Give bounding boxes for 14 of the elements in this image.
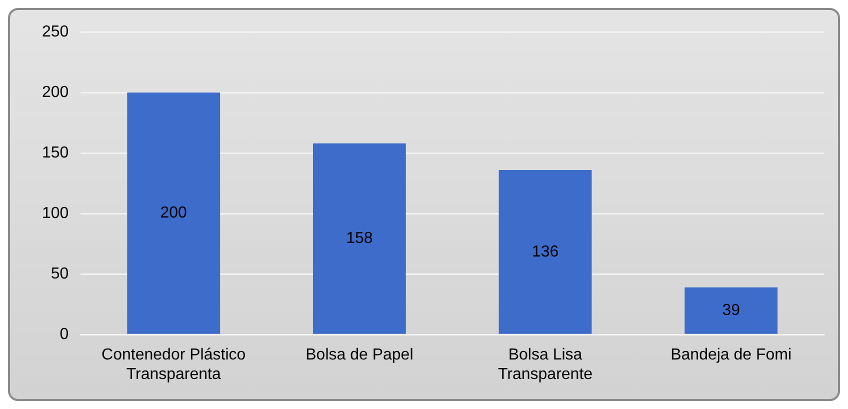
x-tick-label: Bandeja de Fomi	[670, 346, 792, 364]
y-tick-label: 200	[42, 84, 69, 101]
y-tick-label: 250	[42, 23, 69, 40]
y-tick-label: 150	[42, 144, 69, 162]
data-label: 39	[722, 302, 740, 320]
y-tick-label: 50	[50, 265, 69, 282]
x-tick-label: Bolsa de Papel	[306, 346, 414, 364]
y-tick-label: 0	[60, 326, 69, 344]
data-label: 158	[346, 230, 373, 248]
y-tick-label: 100	[42, 204, 69, 222]
data-label: 200	[160, 204, 188, 222]
data-label: 136	[532, 243, 559, 260]
x-tick-label: Bolsa Lisa Transparente	[498, 346, 593, 383]
x-tick-label: Contenedor Plástico Transparenta	[102, 346, 246, 383]
